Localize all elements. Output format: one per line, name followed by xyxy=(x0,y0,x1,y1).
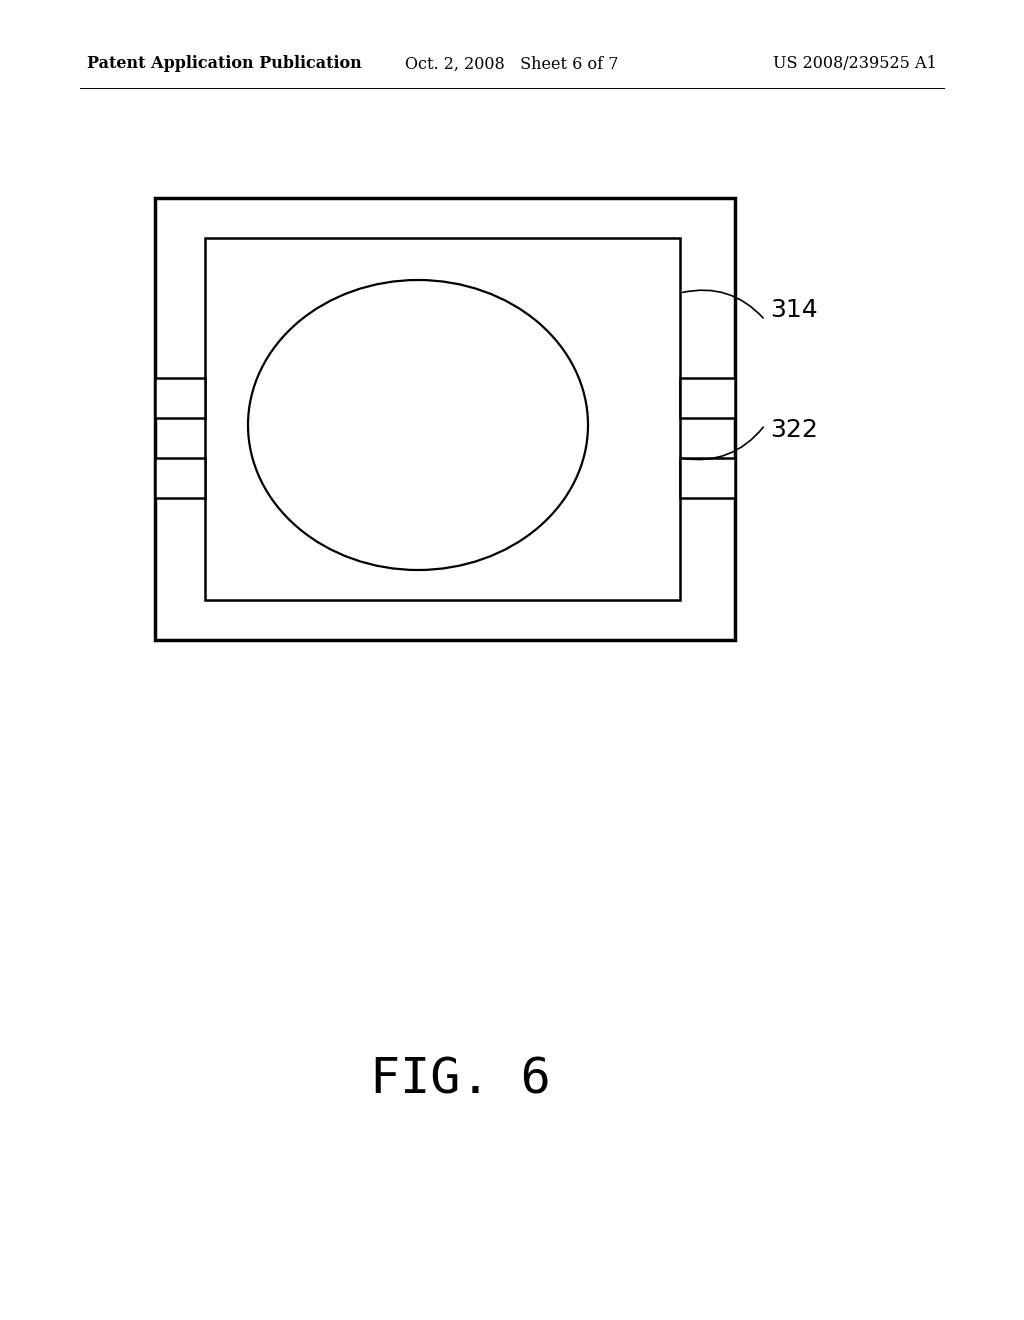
Bar xyxy=(205,238,680,601)
Bar xyxy=(155,378,205,418)
Bar xyxy=(155,458,205,498)
Ellipse shape xyxy=(248,280,588,570)
Bar xyxy=(680,458,735,498)
Text: US 2008/239525 A1: US 2008/239525 A1 xyxy=(773,55,937,73)
Bar xyxy=(680,378,735,418)
Text: FIG. 6: FIG. 6 xyxy=(370,1056,551,1104)
Bar xyxy=(155,198,735,640)
Text: 322: 322 xyxy=(770,418,818,442)
Text: Patent Application Publication: Patent Application Publication xyxy=(87,55,361,73)
Text: Oct. 2, 2008   Sheet 6 of 7: Oct. 2, 2008 Sheet 6 of 7 xyxy=(406,55,618,73)
Text: 314: 314 xyxy=(770,298,818,322)
